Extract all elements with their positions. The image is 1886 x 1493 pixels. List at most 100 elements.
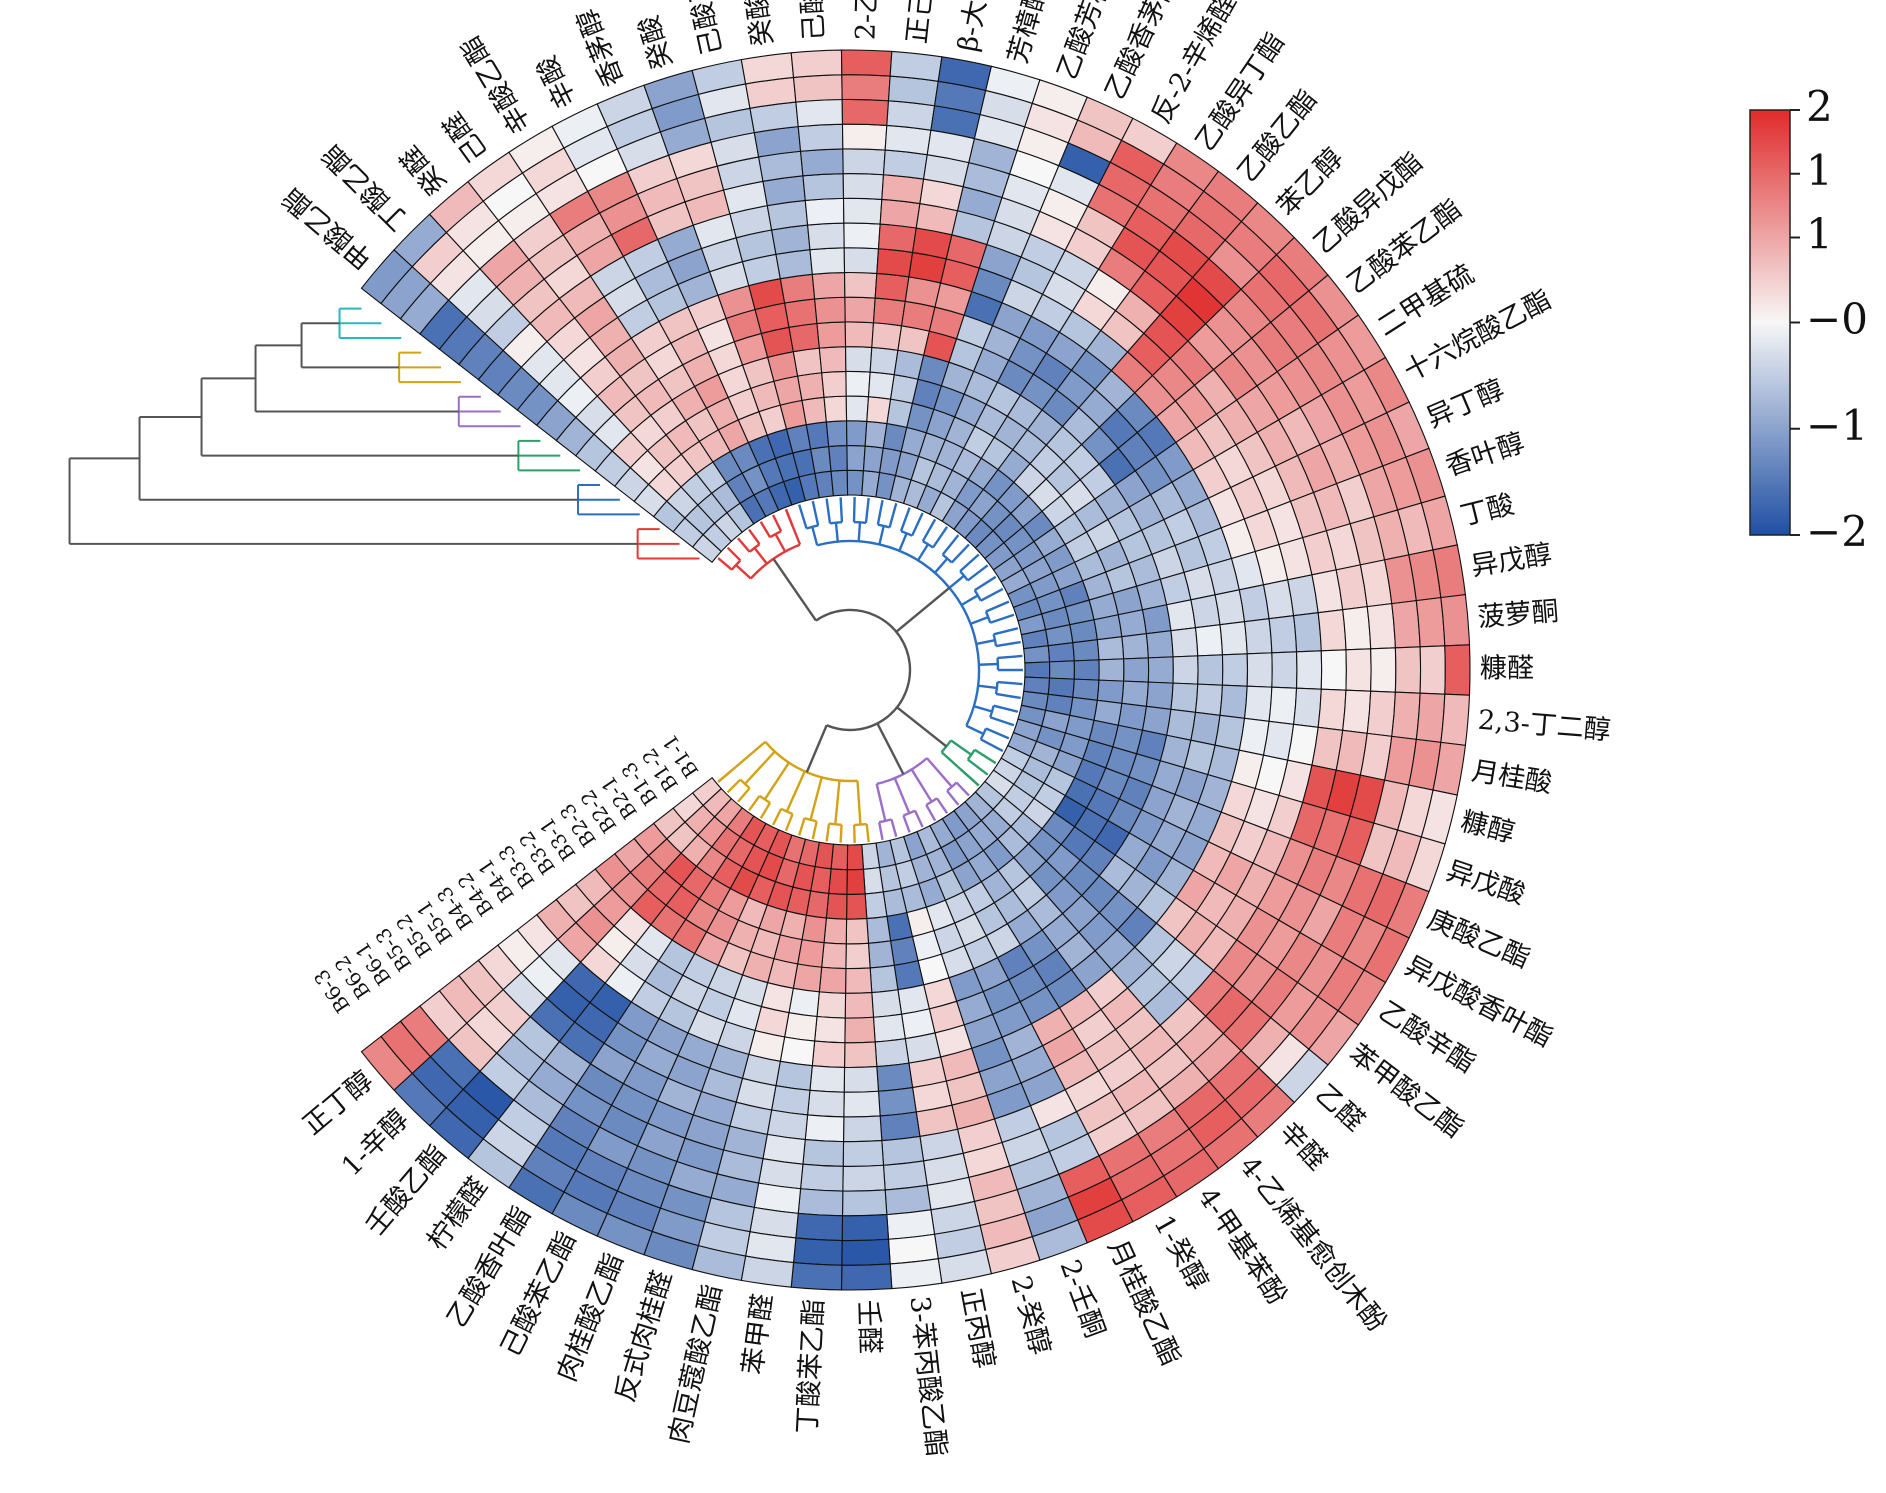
dendrogram-branch [977, 684, 998, 690]
heatmap-cell [1293, 687, 1322, 728]
heatmap-cell [788, 322, 820, 353]
heatmap-cell [795, 98, 844, 128]
heatmap-cell [845, 967, 873, 994]
heatmap-cell [879, 1111, 921, 1142]
dendrogram-branch [811, 821, 818, 840]
heatmap-cell [862, 866, 884, 895]
heatmap-cell [792, 347, 823, 377]
dendrogram-branch [997, 654, 1023, 660]
compound-label: 芳樟醇 [1003, 0, 1055, 67]
heatmap-cell [823, 917, 848, 945]
heatmap-cells [360, 49, 1471, 1291]
dendrogram-branch [902, 815, 911, 833]
heatmap-cell [1320, 649, 1347, 691]
heatmap-cell [1121, 680, 1149, 707]
heatmap-cell [879, 198, 921, 229]
dendrogram-branch [737, 537, 751, 553]
heatmap-cell [861, 842, 881, 870]
heatmap-cell [779, 273, 816, 304]
dendrogram-trunk [896, 706, 948, 748]
heatmap-cell [843, 271, 878, 299]
dendrogram-trunk [876, 722, 905, 775]
heatmap-cell [843, 222, 881, 250]
dendrogram-branch [785, 770, 806, 813]
heatmap-cell [1366, 690, 1396, 737]
heatmap-cell [889, 936, 919, 966]
dendrogram-branch [791, 525, 802, 546]
dendrogram-branch [737, 787, 751, 803]
dendrogram-arc [973, 589, 982, 602]
heatmap-cell [845, 942, 871, 970]
heatmap-cell [1098, 658, 1125, 682]
heatmap-cell [1141, 604, 1172, 635]
heatmap-cell [874, 272, 910, 302]
colorbar-tick-label: 1 [1806, 146, 1833, 195]
heatmap-cell [841, 98, 890, 126]
heatmap-cell [792, 1237, 843, 1266]
dendrogram-branch [856, 780, 862, 825]
compound-label: 菠萝酮 [1477, 596, 1560, 633]
dendrogram-branch [772, 808, 783, 826]
heatmap-cell [1073, 659, 1100, 681]
compound-label: 柠檬醛 [422, 1172, 494, 1256]
column-dendrogram [68, 307, 700, 560]
dendrogram-branch [946, 790, 960, 806]
heatmap-cell [874, 1038, 910, 1068]
heatmap-cell [840, 49, 893, 77]
heatmap-cell [802, 1138, 845, 1167]
dendrogram-branch [825, 498, 832, 524]
heatmap-cell [1121, 633, 1149, 660]
dendrogram-arc [816, 539, 981, 727]
heatmap-cell [830, 469, 849, 497]
compound-label: 肉豆蔻酸乙酯 [663, 1282, 728, 1447]
heatmap-cell [845, 346, 873, 373]
dendrogram-branch [910, 768, 933, 803]
heatmap-cell [799, 1163, 844, 1192]
dendrogram-branch [997, 680, 1023, 686]
compound-label: 癸酸 [633, 12, 678, 73]
dendrogram-branch [965, 724, 984, 736]
heatmap-cell [1172, 655, 1199, 685]
heatmap-cell [790, 1261, 843, 1291]
heatmap-cell [807, 222, 845, 251]
compound-label: 2,3-丁二醇 [1477, 705, 1612, 747]
dendrogram-branch [955, 781, 970, 797]
heatmap-cell [841, 1214, 890, 1242]
heatmap-cell [818, 966, 847, 994]
dendrogram-branch [811, 526, 819, 546]
colorbar-tick-label: 2 [1806, 82, 1833, 131]
colorbar-tick-label: −0 [1806, 295, 1868, 344]
compound-label: 1-癸醇 [1147, 1210, 1214, 1295]
dendrogram-branch [985, 600, 1010, 613]
compound-label: 2-乙酰呋喃 [850, 0, 885, 41]
dendrogram-branch [717, 769, 733, 783]
dendrogram-branch [731, 740, 767, 772]
heatmap-cell [846, 844, 865, 871]
heatmap-cell [1440, 693, 1471, 746]
dendrogram-branch [976, 638, 996, 646]
heatmap-cell [795, 1212, 844, 1242]
compound-label: 异戊酸 [1442, 856, 1529, 911]
heatmap-cell [816, 991, 847, 1019]
heatmap-cell [825, 892, 848, 920]
heatmap-cell [1096, 679, 1125, 704]
dendrogram-arc [730, 559, 742, 571]
heatmap-cell [821, 942, 847, 970]
compound-label: 丁酸 [1457, 489, 1517, 532]
compound-label: 糠醛 [1480, 654, 1534, 685]
compound-label: 香叶醇 [1442, 427, 1529, 482]
compound-label: 反式肉桂醛 [610, 1267, 679, 1405]
dendrogram-arc [878, 818, 892, 824]
dendrogram-branch [980, 738, 1004, 753]
dendrogram-branch [753, 547, 768, 565]
dendrogram [717, 497, 1023, 843]
heatmap-cell [846, 893, 868, 920]
dendrogram-branch [798, 504, 808, 529]
heatmap-cell [872, 297, 906, 327]
sample-labels: B1-1B1-2B1-3B2-1B2-2B2-3B3-1B3-2B3-3B4-1… [309, 730, 704, 1017]
dendrogram-branch [940, 751, 961, 770]
dendrogram-branch [759, 802, 772, 819]
heatmap-cell [1293, 612, 1322, 653]
dendrogram-branch [995, 640, 1021, 648]
dendrogram-branch [735, 564, 752, 580]
